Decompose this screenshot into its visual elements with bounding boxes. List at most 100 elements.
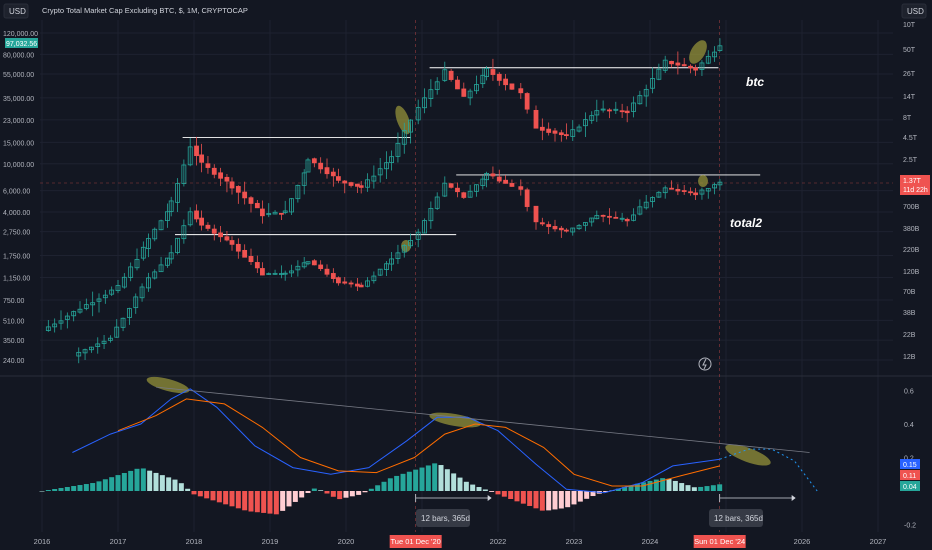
- btc-candle[interactable]: [115, 285, 121, 292]
- btc-candle[interactable]: [576, 126, 582, 132]
- histogram-bar[interactable]: [584, 491, 590, 499]
- histogram-bar[interactable]: [267, 491, 273, 514]
- total2-candle[interactable]: [408, 240, 414, 247]
- btc-candle[interactable]: [434, 81, 440, 90]
- btc-candle[interactable]: [365, 179, 370, 188]
- btc-candle[interactable]: [58, 320, 64, 324]
- histogram-bar[interactable]: [197, 491, 203, 497]
- btc-candle[interactable]: [266, 213, 272, 216]
- btc-candle[interactable]: [342, 180, 348, 184]
- histogram-bar[interactable]: [438, 465, 444, 491]
- btc-candle[interactable]: [152, 228, 158, 240]
- histogram-bar[interactable]: [622, 486, 628, 491]
- btc-candle[interactable]: [354, 183, 360, 187]
- histogram-bar[interactable]: [362, 491, 368, 493]
- btc-candle[interactable]: [295, 184, 301, 200]
- total2-candle[interactable]: [242, 249, 248, 258]
- histogram-bar[interactable]: [166, 477, 172, 491]
- histogram-bar[interactable]: [508, 491, 514, 500]
- histogram-bar[interactable]: [641, 482, 647, 491]
- histogram-bar[interactable]: [324, 491, 330, 494]
- histogram-bar[interactable]: [501, 491, 507, 497]
- histogram-bar[interactable]: [109, 477, 115, 491]
- histogram-bar[interactable]: [451, 473, 457, 491]
- total2-candle[interactable]: [693, 192, 698, 196]
- lightning-icon[interactable]: [698, 357, 712, 371]
- total2-candle[interactable]: [152, 271, 158, 279]
- btc-candle[interactable]: [693, 67, 698, 71]
- total2-candle[interactable]: [164, 257, 170, 266]
- histogram-bar[interactable]: [495, 491, 501, 495]
- total2-candle[interactable]: [552, 226, 558, 230]
- btc-candle[interactable]: [205, 163, 211, 168]
- histogram-bar[interactable]: [102, 479, 108, 491]
- histogram-bar[interactable]: [425, 465, 431, 491]
- btc-candle[interactable]: [619, 110, 625, 113]
- btc-candle[interactable]: [455, 79, 460, 90]
- btc-candle[interactable]: [583, 119, 588, 127]
- btc-candle[interactable]: [509, 83, 515, 90]
- btc-candle[interactable]: [348, 182, 354, 186]
- histogram-bar[interactable]: [204, 491, 210, 499]
- btc-candle[interactable]: [613, 108, 619, 111]
- btc-candle[interactable]: [158, 220, 164, 231]
- total2-candle[interactable]: [76, 351, 82, 357]
- total2-candle[interactable]: [607, 215, 612, 218]
- btc-candle[interactable]: [140, 246, 146, 259]
- btc-candle[interactable]: [518, 88, 524, 94]
- btc-candles[interactable]: [45, 38, 723, 333]
- btc-candle[interactable]: [558, 132, 564, 136]
- histogram-bar[interactable]: [71, 486, 77, 491]
- histogram-bar[interactable]: [216, 491, 222, 503]
- measure-box-1[interactable]: [416, 509, 470, 527]
- btc-candle[interactable]: [415, 107, 421, 121]
- total2-candle[interactable]: [643, 201, 649, 209]
- total2-candle[interactable]: [524, 189, 530, 207]
- btc-candle[interactable]: [448, 70, 454, 80]
- histogram-bar[interactable]: [172, 479, 178, 491]
- total2-candle[interactable]: [199, 217, 205, 226]
- btc-candle[interactable]: [570, 129, 576, 137]
- histogram-bar[interactable]: [463, 481, 469, 491]
- total2-candle[interactable]: [259, 268, 265, 276]
- total2-candle[interactable]: [401, 245, 407, 253]
- histogram-bar[interactable]: [381, 481, 387, 491]
- histogram-bar[interactable]: [299, 491, 305, 498]
- btc-candle[interactable]: [248, 197, 254, 204]
- btc-candle[interactable]: [484, 68, 490, 77]
- btc-candle[interactable]: [631, 102, 636, 112]
- total2-candle[interactable]: [324, 268, 330, 275]
- btc-candle[interactable]: [278, 212, 284, 215]
- btc-candle[interactable]: [96, 298, 102, 302]
- total2-candle[interactable]: [583, 222, 588, 226]
- total2-candle[interactable]: [518, 186, 524, 190]
- histogram-bar[interactable]: [254, 491, 260, 513]
- btc-candle[interactable]: [546, 128, 552, 133]
- total2-candle[interactable]: [384, 263, 389, 271]
- btc-candle[interactable]: [330, 171, 336, 177]
- total2-candle[interactable]: [415, 231, 421, 240]
- btc-candle[interactable]: [533, 109, 539, 129]
- histogram-bar[interactable]: [229, 491, 235, 507]
- btc-candle[interactable]: [467, 90, 473, 99]
- btc-candle[interactable]: [552, 130, 558, 134]
- total2-candle[interactable]: [82, 349, 88, 354]
- total2-candle[interactable]: [354, 283, 360, 287]
- total2-candle[interactable]: [187, 211, 193, 226]
- btc-candle[interactable]: [474, 84, 479, 92]
- histogram-bar[interactable]: [39, 491, 45, 492]
- signal-line[interactable]: [117, 398, 721, 487]
- histogram-bar[interactable]: [134, 468, 140, 491]
- total2-candle[interactable]: [108, 337, 113, 341]
- btc-candle[interactable]: [224, 176, 230, 182]
- btc-candle[interactable]: [301, 172, 307, 186]
- histogram-bar[interactable]: [90, 483, 96, 491]
- total2-candle[interactable]: [717, 181, 723, 186]
- total2-candle[interactable]: [305, 261, 311, 265]
- btc-candle[interactable]: [211, 167, 217, 175]
- histogram-bar[interactable]: [691, 487, 697, 491]
- total2-candle[interactable]: [224, 236, 230, 241]
- btc-candle[interactable]: [134, 259, 140, 269]
- histogram-bar[interactable]: [191, 491, 197, 495]
- histogram-bar[interactable]: [121, 472, 127, 491]
